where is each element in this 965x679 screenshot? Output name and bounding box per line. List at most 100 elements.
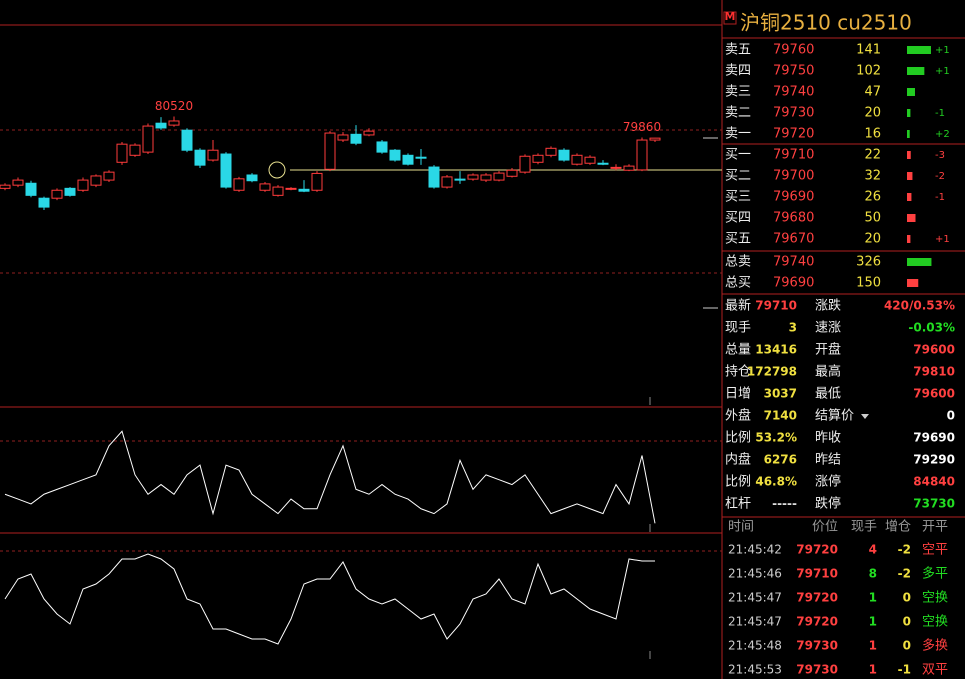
- trade-price: 79730: [796, 639, 838, 653]
- candle-body: [12, 179, 24, 186]
- trade-price: 79720: [796, 615, 838, 629]
- trade-qty: 1: [869, 615, 877, 629]
- candle-body: [415, 156, 427, 159]
- book-price: 79680: [773, 211, 814, 226]
- total-price: 79740: [773, 255, 814, 270]
- book-label: 买四: [725, 211, 751, 226]
- book-label: 卖四: [725, 64, 751, 79]
- stat-label: 开盘: [815, 342, 841, 358]
- trade-price: 79720: [796, 591, 838, 605]
- trade-time: 21:45:42: [728, 543, 782, 557]
- book-price: 79720: [773, 127, 814, 142]
- stat-value: 53.2%: [755, 431, 797, 445]
- title: 沪铜2510 cu2510: [740, 11, 912, 35]
- candle-body: [584, 156, 596, 164]
- trade-price: 79730: [796, 663, 838, 677]
- stat-value: 79600: [913, 387, 955, 401]
- stat-value: 84840: [913, 475, 955, 489]
- candle-body: [623, 165, 635, 171]
- trade-qty: 8: [869, 567, 877, 581]
- candle-body: [0, 184, 11, 189]
- stat-value: 79290: [913, 453, 955, 467]
- trade-oi: 0: [903, 639, 911, 653]
- candle-body: [90, 175, 102, 186]
- stat-label: 总量: [725, 343, 751, 358]
- book-volume: 26: [864, 190, 881, 205]
- stat-label: 昨结: [815, 453, 841, 468]
- stat-value: 3: [789, 321, 797, 335]
- candle-body: [610, 166, 622, 169]
- stat-value: 79600: [913, 343, 955, 357]
- trade-qty: 1: [869, 663, 877, 677]
- candle-body: [454, 178, 466, 181]
- book-volume: 16: [864, 127, 881, 142]
- candle-body: [649, 137, 661, 141]
- candle-body: [64, 187, 76, 196]
- book-change: +1: [935, 234, 950, 245]
- stat-label: 昨收: [815, 431, 841, 446]
- book-volume: 20: [864, 232, 881, 247]
- total-label: 总卖: [725, 255, 751, 270]
- book-volume: 102: [856, 64, 881, 79]
- candle-body: [324, 132, 336, 170]
- trade-kind: 多换: [922, 638, 948, 654]
- volume-bar: [907, 193, 912, 201]
- total-bar: [907, 258, 932, 266]
- volume-bar: [907, 130, 910, 138]
- book-volume: 20: [864, 106, 881, 121]
- book-label: 卖一: [725, 127, 751, 142]
- candle-body: [272, 186, 284, 196]
- stat-value: 79810: [913, 365, 955, 379]
- stat-label: 杠杆: [725, 496, 751, 512]
- total-volume: 326: [856, 255, 881, 270]
- stat-label: 比例: [725, 475, 751, 490]
- trade-qty: 4: [869, 543, 877, 557]
- candle-body: [558, 149, 570, 161]
- total-volume: 150: [856, 276, 881, 291]
- book-label: 买一: [725, 148, 751, 163]
- candle-body: [363, 130, 375, 136]
- book-change: -1: [935, 108, 945, 119]
- book-label: 买二: [725, 169, 751, 184]
- candle-body: [129, 144, 141, 156]
- volume-bar: [907, 67, 925, 75]
- stat-value: 6276: [764, 453, 797, 467]
- trade-oi: -1: [898, 663, 911, 677]
- candle-body: [233, 178, 245, 191]
- stat-value: 0: [947, 409, 955, 423]
- stat-label: 日增: [725, 387, 751, 402]
- trade-time: 21:45:48: [728, 639, 782, 653]
- stat-value: 3037: [764, 387, 797, 401]
- book-label: 买三: [725, 190, 751, 205]
- stat-label: 速涨: [815, 321, 841, 336]
- trade-oi: -2: [898, 567, 911, 581]
- candle-body: [337, 134, 349, 141]
- stat-value: 46.8%: [755, 475, 797, 489]
- candle-body: [246, 174, 258, 182]
- candle-body: [571, 154, 583, 165]
- trade-kind: 多平: [922, 566, 948, 582]
- book-price: 79690: [773, 190, 814, 205]
- high-label: 79860: [623, 120, 661, 134]
- volume-bar: [907, 151, 911, 159]
- trade-kind: 空平: [922, 543, 948, 558]
- candle-body: [207, 149, 219, 161]
- candle-body: [532, 154, 544, 163]
- trade-header: 时间: [728, 520, 754, 535]
- dropdown: [861, 414, 869, 419]
- book-change: -3: [935, 150, 945, 161]
- trade-kind: 双平: [922, 663, 948, 678]
- candle-body: [25, 182, 37, 196]
- stat-label: 涨跌: [815, 298, 841, 314]
- volume-bar: [907, 235, 911, 243]
- candle-body: [493, 172, 505, 181]
- trade-qty: 1: [869, 639, 877, 653]
- volume-bar: [907, 172, 913, 180]
- book-label: 买五: [725, 232, 751, 247]
- candle-body: [506, 169, 518, 177]
- trade-kind: 空换: [922, 591, 948, 606]
- book-volume: 50: [864, 211, 881, 226]
- book-change: +1: [935, 45, 950, 56]
- stat-value: -0.03%: [908, 321, 955, 335]
